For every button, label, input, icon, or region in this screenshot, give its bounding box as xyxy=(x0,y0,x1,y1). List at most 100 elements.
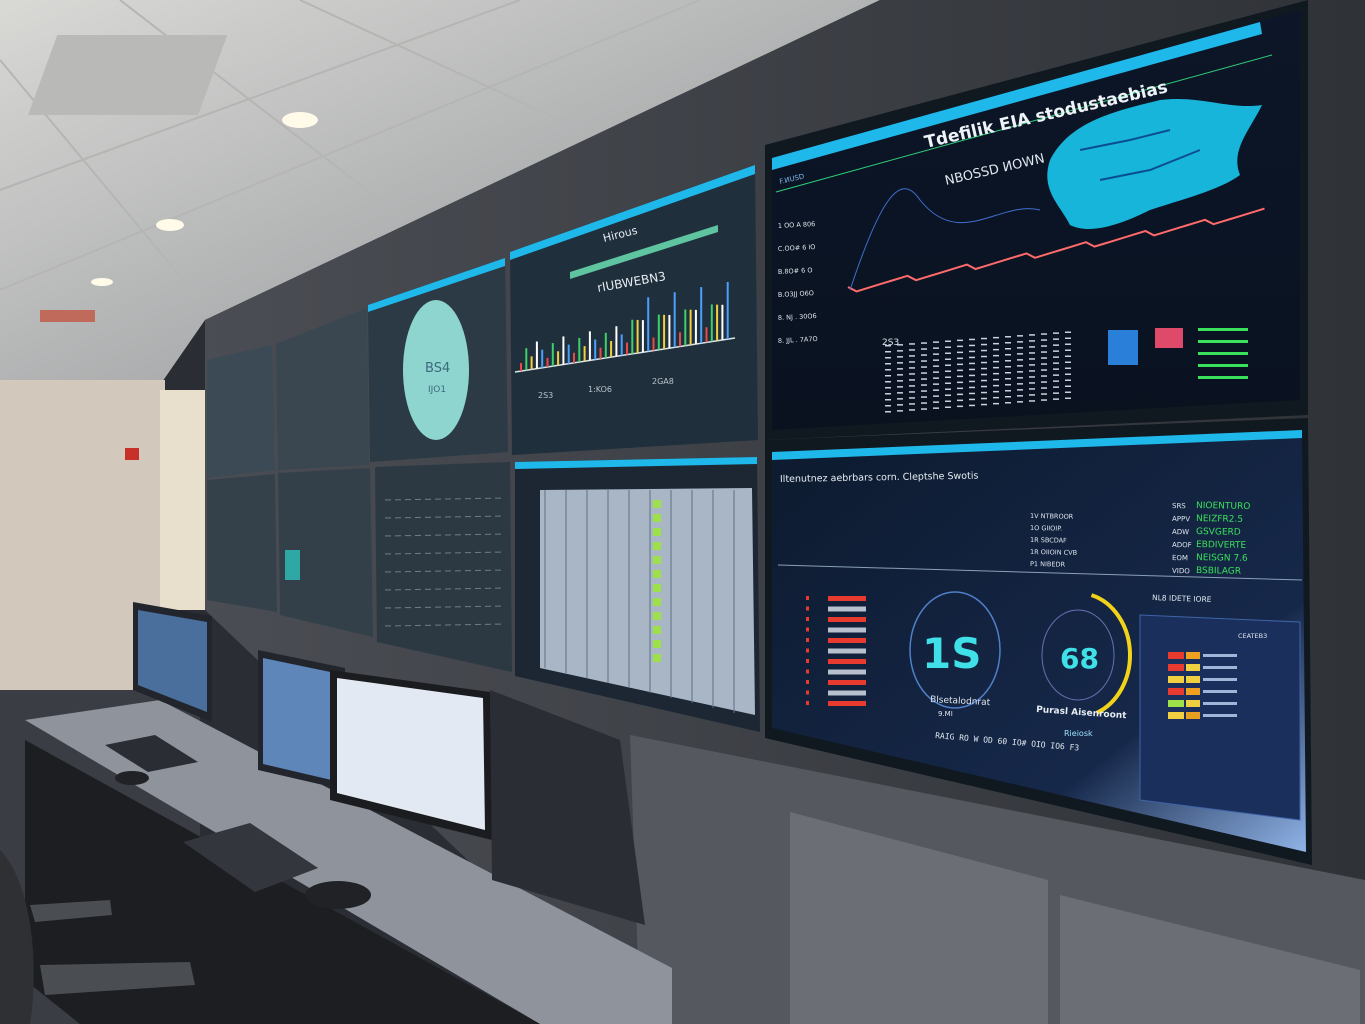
data-cell xyxy=(1053,368,1059,370)
data-cell xyxy=(945,388,951,390)
chair-armrest xyxy=(30,900,195,995)
data-cell xyxy=(921,390,927,392)
data-cell xyxy=(909,379,915,381)
world-map xyxy=(1047,98,1262,230)
data-cell xyxy=(1029,358,1035,360)
data-cell xyxy=(1017,389,1023,391)
row-text xyxy=(1203,690,1237,693)
data-cell xyxy=(885,387,891,389)
chart-bar xyxy=(583,346,586,362)
data-cell xyxy=(1041,345,1047,347)
circle-value: BS4 xyxy=(425,361,450,376)
header-divider xyxy=(775,54,1273,193)
data-cell xyxy=(1041,375,1047,377)
event-list: 1V NTBROOR 1O GIIOIP. 1R SBCDAF 1R OIIOIN C… xyxy=(1030,512,1077,569)
cabinet-door xyxy=(790,812,1048,1024)
data-cell xyxy=(993,342,999,345)
data-cell xyxy=(981,373,987,376)
data-cell xyxy=(885,399,891,401)
data-cell xyxy=(957,387,963,390)
chart-bar xyxy=(684,309,687,346)
cabinet-door xyxy=(1060,895,1360,1024)
ceiling-grid xyxy=(0,0,701,301)
data-cell xyxy=(933,365,939,367)
gauge-ring xyxy=(909,591,1001,709)
data-cell xyxy=(1005,402,1011,404)
check-cell xyxy=(653,500,661,508)
data-cell xyxy=(1041,399,1047,401)
data-cell xyxy=(1017,353,1023,355)
data-cell xyxy=(1065,337,1071,339)
data-cell xyxy=(921,378,927,380)
data-cell xyxy=(957,399,963,402)
data-cell xyxy=(945,376,951,378)
status-code: APPV xyxy=(1172,515,1190,523)
data-cell xyxy=(885,411,891,413)
data-cell xyxy=(885,345,891,347)
chart-bar xyxy=(641,320,644,353)
data-cell xyxy=(969,368,975,371)
status-label: EBDIVERTE xyxy=(1196,540,1247,551)
event-item: P1 NIBEDR xyxy=(1030,560,1066,569)
data-cell xyxy=(897,404,903,406)
chart-bar xyxy=(557,351,560,366)
ceiling-light xyxy=(156,219,184,231)
data-cell xyxy=(1053,344,1059,346)
fire-alarm xyxy=(125,448,139,460)
row-text xyxy=(1203,678,1237,681)
data-cell xyxy=(969,404,975,407)
data-cell xyxy=(1053,374,1059,376)
gauge-ring xyxy=(1041,609,1115,701)
data-cell xyxy=(1065,379,1071,381)
data-cell xyxy=(897,350,903,352)
y-axis-labels: 1 OO A 806 C.OO# 6 IO B.8O# 6 O B.O3JJ O6O 8… xyxy=(778,220,818,345)
trend-curve xyxy=(849,188,1041,291)
screen-accent-bar xyxy=(515,457,757,469)
data-cell xyxy=(981,379,987,382)
data-cell xyxy=(885,369,891,371)
data-cell xyxy=(933,359,939,361)
alert-row xyxy=(828,596,866,601)
chart-bar xyxy=(657,314,660,350)
data-cell xyxy=(909,349,915,351)
chart-bar xyxy=(673,292,676,348)
gauge1-value: 1S xyxy=(922,629,981,678)
data-cell xyxy=(969,392,975,395)
chart-bar xyxy=(578,337,581,362)
data-cell xyxy=(897,386,903,388)
data-cell xyxy=(957,363,963,366)
row-text xyxy=(1203,714,1237,717)
data-cell xyxy=(1005,360,1011,362)
data-cell xyxy=(957,375,963,378)
spreadsheet xyxy=(540,488,755,715)
data-cell xyxy=(1005,366,1011,368)
data-cell xyxy=(897,410,903,412)
data-cell xyxy=(1005,348,1011,350)
data-cell xyxy=(933,371,939,373)
desk-monitor-back xyxy=(490,690,645,925)
row-text xyxy=(1203,666,1237,669)
ops-title: Iltenutnez aebrbars corn. Cleptshe Swoti… xyxy=(780,471,979,485)
chart-bar xyxy=(636,319,639,353)
table-line xyxy=(384,605,506,609)
alert-row xyxy=(828,690,866,696)
alert-dot xyxy=(806,596,809,600)
data-cell xyxy=(945,358,951,360)
check-cell xyxy=(653,640,661,648)
spreadsheet-grid xyxy=(544,490,735,713)
status-code: VIDO xyxy=(1172,567,1190,575)
chart-bar xyxy=(721,304,724,340)
chart-bar xyxy=(663,314,666,349)
data-cell xyxy=(1005,336,1011,338)
data-cell xyxy=(1053,398,1059,400)
status-chip xyxy=(1168,712,1184,719)
data-cell xyxy=(1005,342,1011,344)
alert-row xyxy=(828,638,866,643)
data-cell xyxy=(1065,349,1071,351)
axis-label: 1 OO A 806 xyxy=(778,220,816,230)
alert-dot xyxy=(806,627,809,632)
data-cell xyxy=(933,377,939,379)
data-cell xyxy=(1041,381,1047,383)
screen-table xyxy=(384,497,506,627)
